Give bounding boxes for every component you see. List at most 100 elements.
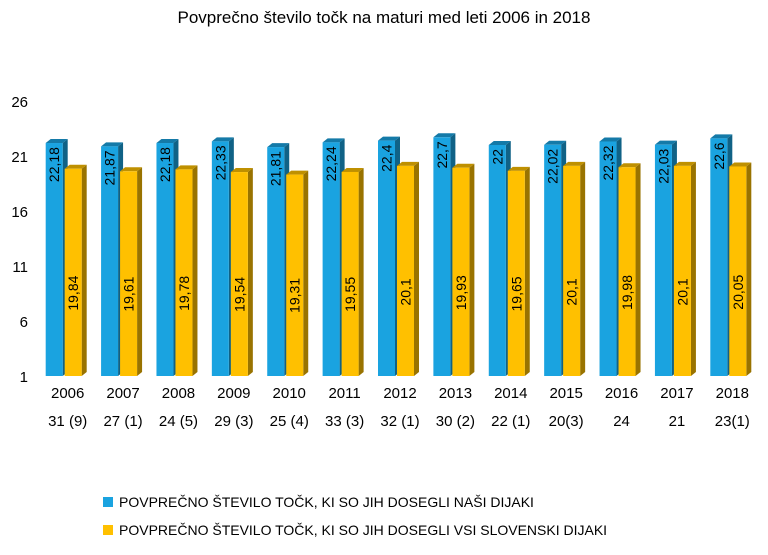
bar-vsi-dijaki [230, 172, 248, 376]
bar-nasi-dijaki [211, 141, 229, 376]
bar-top [563, 161, 586, 166]
bar-nasi-dijaki [322, 142, 340, 376]
legend-label-nasi: POVPREČNO ŠTEVILO TOČK, KI SO JIH DOSEGL… [119, 494, 534, 510]
bar-vsi-dijaki [452, 167, 470, 376]
bar-nasi-dijaki [710, 138, 728, 376]
x-subcategory-label: 29 (3) [214, 413, 253, 430]
x-subcategory-label: 33 (3) [325, 413, 364, 430]
bar-top [618, 163, 641, 168]
x-subcategory-label: 23(1) [715, 413, 750, 430]
bar-top [175, 165, 198, 170]
data-label: 22,18 [157, 147, 173, 182]
bar-vsi-dijaki [397, 165, 414, 376]
bar-side [746, 162, 752, 376]
bar-vsi-dijaki [175, 169, 193, 376]
legend-label-vsi: POVPREČNO ŠTEVILO TOČK, KI SO JIH DOSEGL… [119, 522, 608, 538]
chart-title: Povprečno število točk na maturi med let… [177, 8, 591, 27]
x-tick-label: 2009 [217, 385, 250, 402]
y-tick-label: 1 [20, 369, 28, 386]
x-tick-label: 2018 [716, 385, 749, 402]
data-label: 19,31 [287, 278, 303, 313]
x-subcategory-label: 24 (5) [159, 413, 198, 430]
x-tick-label: 2011 [328, 385, 360, 402]
bar-top [156, 139, 179, 144]
bar-top [507, 166, 530, 171]
bar-side [81, 164, 87, 376]
x-subcategory-label: 21 [669, 413, 686, 430]
bar-nasi-dijaki [544, 144, 562, 376]
bar-top [729, 162, 752, 167]
bar-vsi-dijaki [120, 171, 138, 376]
x-tick-label: 2007 [106, 385, 139, 402]
data-label: 19,55 [342, 277, 358, 312]
bar-side [137, 167, 143, 376]
bar-top [673, 161, 696, 166]
legend-swatch-vsi [103, 525, 113, 535]
bar-side [414, 161, 419, 376]
bar-nasi-dijaki [45, 143, 63, 376]
x-tick-label: 2013 [439, 385, 472, 402]
x-subcategory-label: 24 [613, 413, 630, 430]
bar-side [580, 161, 586, 376]
x-tick-label: 2010 [273, 385, 306, 402]
data-label: 22,6 [711, 142, 727, 169]
bar-nasi-dijaki [101, 146, 119, 376]
bar-top [230, 168, 253, 173]
bar-side [358, 167, 364, 376]
y-tick-label: 26 [11, 94, 28, 111]
bar-vsi-dijaki [341, 171, 359, 376]
bar-top [378, 136, 400, 141]
bar-side [524, 166, 530, 376]
x-tick-label: 2006 [51, 385, 84, 402]
legend-swatch-nasi [103, 497, 113, 507]
data-label: 21,81 [268, 151, 284, 186]
x-tick-label: 2015 [549, 385, 582, 402]
x-subcategory-label: 32 (1) [380, 413, 419, 430]
bar-top [211, 137, 234, 142]
data-label: 19,98 [619, 275, 635, 310]
y-tick-label: 11 [12, 259, 28, 276]
bar-nasi-dijaki [599, 141, 617, 376]
data-label: 22,7 [434, 141, 450, 168]
bar-vsi-dijaki [618, 167, 636, 376]
bar-side [303, 170, 309, 376]
x-tick-label: 2016 [605, 385, 638, 402]
bar-top [286, 170, 309, 175]
x-subcategory-label: 25 (4) [270, 413, 309, 430]
bar-nasi-dijaki [433, 137, 451, 376]
x-subcategory-label: 20(3) [549, 413, 584, 430]
x-tick-label: 2008 [162, 385, 195, 402]
data-label: 21,87 [102, 150, 118, 185]
bar-top [599, 137, 622, 142]
bar-vsi-dijaki [507, 170, 525, 376]
bar-nasi-dijaki [378, 140, 395, 376]
data-label: 19,54 [231, 277, 247, 312]
bar-nasi-dijaki [267, 147, 285, 376]
data-label: 22,32 [600, 145, 616, 180]
bar-side [635, 163, 641, 376]
bar-top [267, 143, 290, 148]
data-label: 22,18 [46, 147, 62, 182]
bar-top [397, 161, 419, 166]
data-label: 19,65 [508, 276, 524, 311]
x-tick-label: 2014 [494, 385, 527, 402]
bar-nasi-dijaki [488, 145, 506, 376]
bar-side [469, 163, 475, 376]
bar-vsi-dijaki [286, 174, 304, 376]
bar-top [452, 163, 475, 168]
data-label: 19,78 [176, 276, 192, 311]
data-label: 22,24 [323, 146, 339, 181]
x-tick-label: 2012 [383, 385, 416, 402]
x-subcategory-label: 30 (2) [436, 413, 475, 430]
x-tick-label: 2017 [660, 385, 693, 402]
data-label: 20,1 [398, 278, 414, 305]
bar-top [710, 134, 733, 139]
bar-top [654, 140, 677, 145]
bar-vsi-dijaki [64, 168, 82, 376]
bar-side [192, 165, 198, 376]
x-subcategory-label: 27 (1) [103, 413, 142, 430]
y-tick-label: 6 [20, 314, 28, 331]
data-label: 22,03 [655, 148, 671, 183]
data-label: 20,05 [730, 274, 746, 309]
bar-top [341, 167, 364, 172]
